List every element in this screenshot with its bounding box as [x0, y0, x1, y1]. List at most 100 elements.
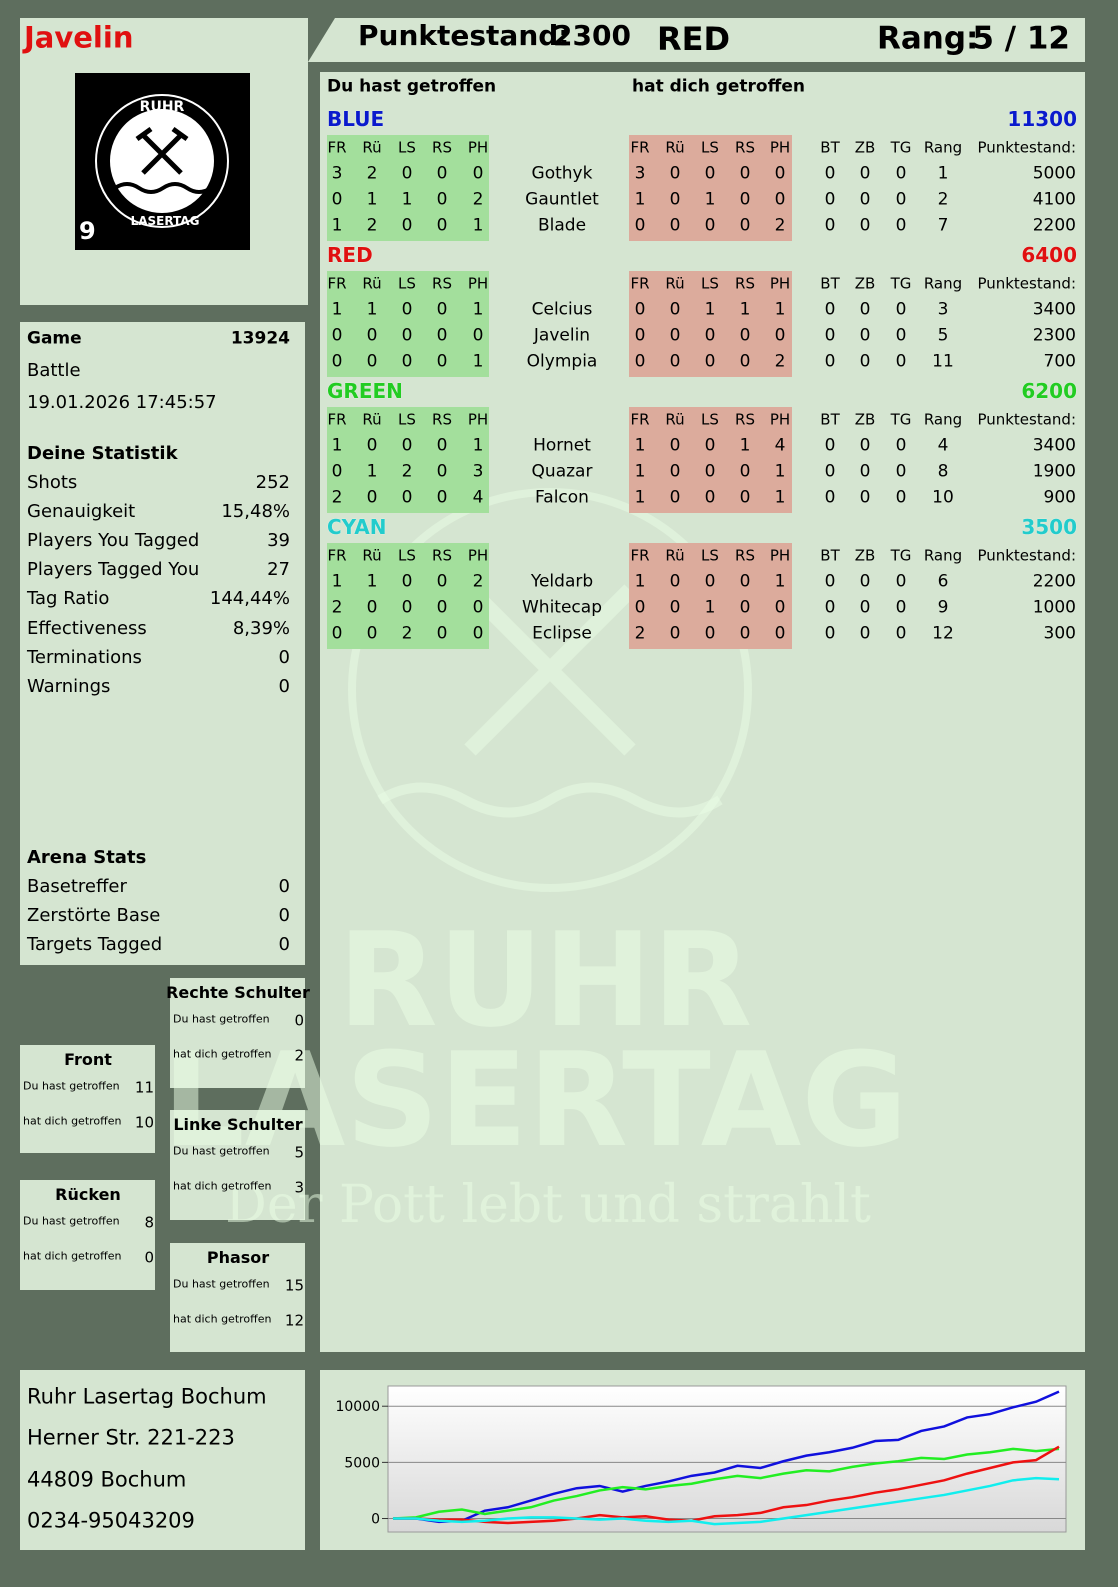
hit-cell: 0 — [366, 623, 378, 644]
stat-cell: 0 — [859, 461, 871, 482]
game-panel — [20, 322, 305, 965]
column-header: Rü — [665, 410, 685, 429]
stat-cell: 700 — [1043, 351, 1076, 372]
zone-label: Du hast getroffen — [173, 1012, 270, 1026]
stat-cell: 1900 — [1032, 461, 1076, 482]
stat-cell: 0 — [895, 215, 907, 236]
logo: RUHR LASERTAG 9 — [75, 73, 250, 250]
hit-cell: 3 — [331, 163, 343, 184]
hitby-cell: 0 — [669, 487, 681, 508]
zone-value: 0 — [144, 1248, 154, 1267]
column-header: Rü — [665, 138, 685, 157]
stat-cell: 1000 — [1032, 597, 1076, 618]
hitby-cell: 1 — [774, 461, 786, 482]
hit-cell: 1 — [331, 215, 343, 236]
game-number: 13924 — [230, 328, 290, 349]
hit-cell: 1 — [366, 189, 378, 210]
stat-value: 15,48% — [221, 501, 290, 523]
hitby-cell: 0 — [704, 571, 716, 592]
hit-cell: 0 — [472, 325, 484, 346]
rank-label: Rang: — [877, 20, 979, 57]
hitby-cell: 0 — [774, 623, 786, 644]
hit-cell: 0 — [436, 435, 448, 456]
column-header: TG — [890, 410, 912, 429]
hit-cell: 2 — [472, 189, 484, 210]
hit-cell: 2 — [366, 163, 378, 184]
column-header: LS — [701, 410, 719, 429]
column-header: FR — [327, 410, 347, 429]
hit-cell: 0 — [436, 461, 448, 482]
zone-label: hat dich getroffen — [173, 1047, 272, 1061]
column-header: Rü — [362, 274, 382, 293]
stat-cell: 0 — [895, 487, 907, 508]
y-tick-label: 5000 — [344, 1455, 380, 1471]
section-title: Arena Stats — [27, 847, 147, 868]
column-header: FR — [327, 274, 347, 293]
team-total: 6400 — [1021, 243, 1077, 267]
stat-cell: 0 — [895, 299, 907, 320]
hitby-cell: 0 — [739, 325, 751, 346]
hit-cell: 2 — [331, 487, 343, 508]
stat-cell: 0 — [859, 487, 871, 508]
hitby-cell: 1 — [704, 597, 716, 618]
hit-cell: 0 — [401, 571, 413, 592]
address-line: Herner Str. 221-223 — [27, 1425, 235, 1450]
address-line: Ruhr Lasertag Bochum — [27, 1384, 267, 1409]
stat-cell: 0 — [859, 571, 871, 592]
player-name-cell: Olympia — [526, 351, 598, 372]
hitby-cell: 1 — [774, 299, 786, 320]
stat-cell: 0 — [824, 189, 836, 210]
column-header: RS — [735, 546, 755, 565]
address-line: 44809 Bochum — [27, 1467, 187, 1492]
hit-cell: 2 — [401, 623, 413, 644]
logo-ring — [95, 94, 229, 228]
hit-cell: 0 — [436, 299, 448, 320]
stat-cell: 2200 — [1032, 215, 1076, 236]
stat-cell: 0 — [895, 163, 907, 184]
player-name-cell: Falcon — [535, 487, 589, 508]
hit-cell: 1 — [401, 189, 413, 210]
hitby-cell: 0 — [704, 325, 716, 346]
stat-cell: 0 — [895, 461, 907, 482]
hit-cell: 3 — [472, 461, 484, 482]
y-tick-label: 0 — [371, 1512, 380, 1528]
zone-label: hat dich getroffen — [173, 1312, 272, 1326]
column-header: LS — [398, 274, 416, 293]
column-header: PH — [467, 546, 489, 565]
hit-cell: 0 — [401, 215, 413, 236]
score-label: Punktestand: — [358, 19, 570, 52]
stat-label: Basetreffer — [27, 876, 127, 897]
hit-cells — [327, 271, 489, 377]
stat-cell: 0 — [859, 325, 871, 346]
header-bar — [308, 18, 1085, 62]
stat-label: Genauigkeit — [27, 501, 136, 523]
hit-cell: 0 — [401, 299, 413, 320]
stat-cell: 4 — [937, 435, 949, 456]
column-header: RS — [432, 546, 452, 565]
column-header: RS — [735, 274, 755, 293]
stat-cell: 0 — [824, 299, 836, 320]
hitby-cell: 3 — [634, 163, 646, 184]
table-title: Du hast getroffen — [327, 76, 497, 97]
score: 2300 — [553, 19, 631, 52]
column-header: FR — [630, 138, 650, 157]
stat-cell: 3 — [937, 299, 949, 320]
hitby-cell: 1 — [634, 487, 646, 508]
hit-cell: 1 — [472, 299, 484, 320]
hitby-cell: 0 — [739, 571, 751, 592]
team: RED — [657, 20, 731, 58]
stat-value: 0 — [278, 675, 290, 697]
stat-cell: 0 — [824, 215, 836, 236]
zone-value: 8 — [144, 1213, 154, 1232]
column-header: Rü — [362, 410, 382, 429]
hitby-cell: 0 — [739, 487, 751, 508]
zone-box — [20, 1045, 155, 1153]
column-header: Rü — [362, 546, 382, 565]
column-header: ZB — [854, 410, 876, 429]
stat-cell: 0 — [895, 351, 907, 372]
stat-cell: 0 — [859, 435, 871, 456]
hitby-cells — [629, 135, 792, 241]
logo-badge: 9 — [79, 217, 96, 245]
chart: 0 5000 10000 — [335, 1385, 1067, 1533]
stat-cell: 10 — [932, 487, 954, 508]
